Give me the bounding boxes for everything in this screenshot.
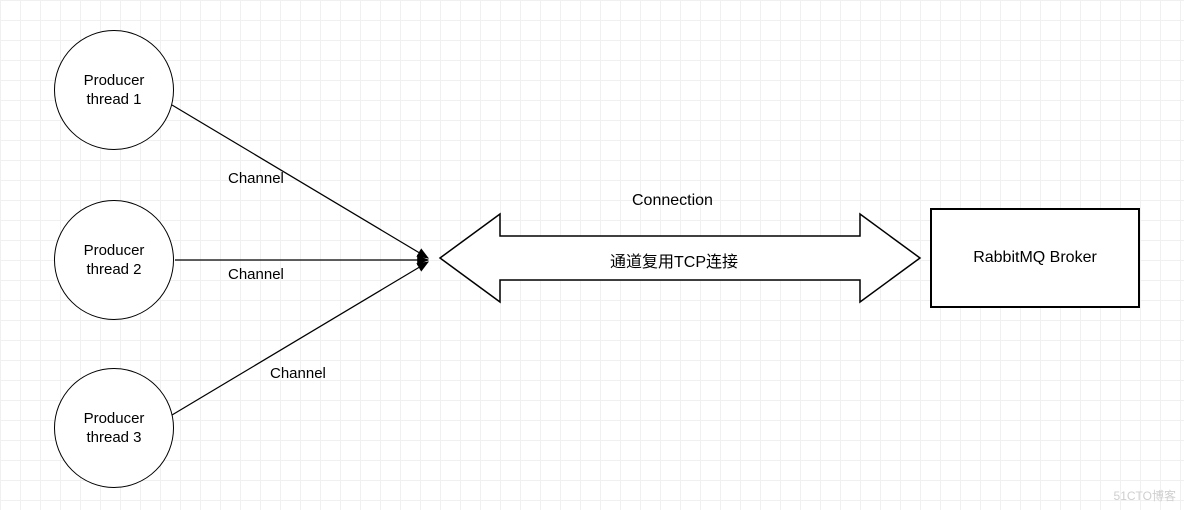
connection-mid-label: 通道复用TCP连接 [610,248,738,272]
producer2-line1: Producer [84,241,145,261]
producer2-line2: thread 2 [86,260,141,280]
watermark: 51CTO博客 [1114,487,1176,504]
edge-label-3: Channel [270,365,326,382]
edge-producer3 [172,262,428,415]
edge-producer1 [172,105,428,258]
producer1-line1: Producer [84,71,145,91]
connection-top-label: Connection [632,192,713,210]
producer-thread-2: Producer thread 2 [54,200,174,320]
producer-thread-1: Producer thread 1 [54,30,174,150]
producer-thread-3: Producer thread 3 [54,368,174,488]
producer1-line2: thread 1 [86,90,141,110]
rabbitmq-broker: RabbitMQ Broker [930,208,1140,308]
broker-label: RabbitMQ Broker [973,249,1097,267]
producer3-line1: Producer [84,409,145,429]
edge-label-1: Channel [228,170,284,187]
producer3-line2: thread 3 [86,428,141,448]
edge-label-2: Channel [228,266,284,283]
